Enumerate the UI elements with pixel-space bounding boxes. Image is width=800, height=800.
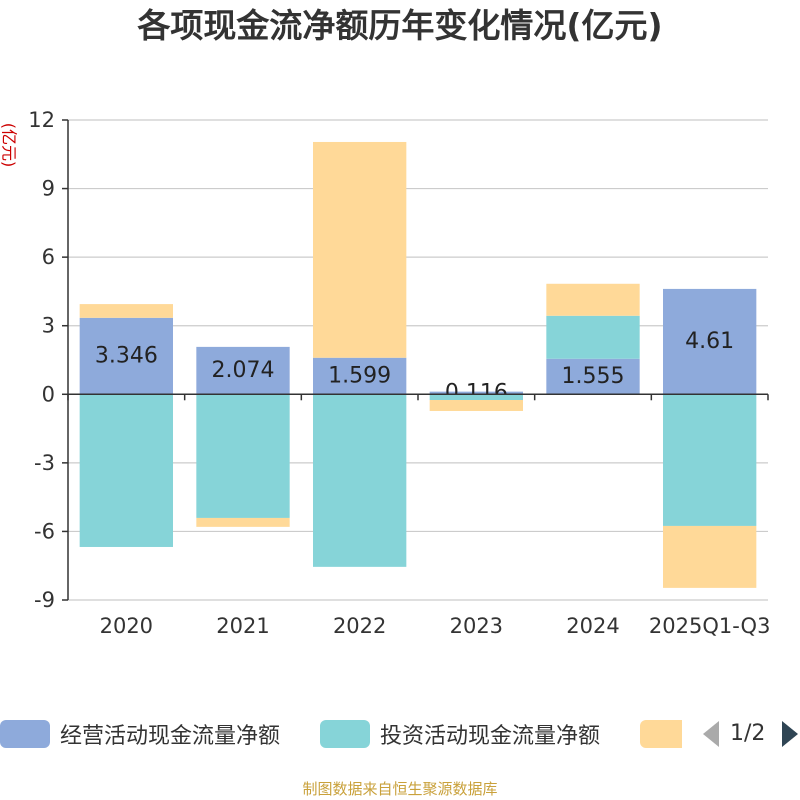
bar-series1-2025Q1-Q3[interactable] bbox=[663, 394, 757, 526]
series-2 bbox=[79, 141, 757, 588]
legend-prev-page-icon[interactable] bbox=[703, 721, 719, 747]
source-footnote: 制图数据来自恒生聚源数据库 bbox=[302, 780, 498, 798]
legend-item-investing-cashflow[interactable]: 投资活动现金流量净额 bbox=[320, 716, 600, 752]
data-label: 1.555 bbox=[562, 364, 625, 389]
bar-series1-2020[interactable] bbox=[79, 394, 173, 547]
bar-series2-2023[interactable] bbox=[429, 400, 523, 411]
data-label: 4.61 bbox=[685, 329, 734, 354]
bar-series2-2024[interactable] bbox=[546, 283, 640, 316]
chart-title: 各项现金流净额历年变化情况(亿元) bbox=[137, 6, 663, 45]
x-tick-label: 2023 bbox=[450, 614, 503, 638]
bar-series2-2021[interactable] bbox=[196, 517, 290, 527]
bar-series1-2022[interactable] bbox=[313, 394, 407, 567]
data-label: 1.599 bbox=[328, 364, 391, 389]
bar-series1-2023[interactable] bbox=[429, 394, 523, 400]
y-tick-label: -6 bbox=[34, 519, 55, 543]
x-tick-label: 2022 bbox=[333, 614, 386, 638]
bar-series0-2024[interactable] bbox=[546, 358, 640, 395]
bar-series0-2022[interactable] bbox=[313, 357, 407, 395]
x-tick-label: 2025Q1-Q3 bbox=[649, 614, 771, 638]
data-label: 3.346 bbox=[95, 344, 158, 369]
x-tick-label: 2020 bbox=[100, 614, 153, 638]
x-tick-label: 2021 bbox=[216, 614, 269, 638]
y-tick-label: -9 bbox=[34, 588, 55, 612]
bar-series2-2022[interactable] bbox=[313, 141, 407, 358]
y-tick-label: -3 bbox=[34, 451, 55, 475]
data-label: 2.074 bbox=[212, 358, 275, 383]
legend-item-third-series[interactable] bbox=[640, 720, 682, 748]
y-axis-title: (亿元) bbox=[0, 123, 19, 168]
y-tick-label: 6 bbox=[42, 245, 55, 269]
bar-series0-2023[interactable] bbox=[429, 391, 523, 395]
bar-series1-2024[interactable] bbox=[546, 315, 640, 359]
legend-swatch-investing bbox=[320, 720, 370, 748]
legend-label-operating: 经营活动现金流量净额 bbox=[60, 724, 281, 749]
legend-swatch-operating bbox=[0, 720, 50, 748]
legend-item-operating-cashflow[interactable]: 经营活动现金流量净额 bbox=[0, 716, 280, 752]
bar-series0-2025Q1-Q3[interactable] bbox=[663, 288, 757, 395]
bar-series2-2025Q1-Q3[interactable] bbox=[663, 525, 757, 588]
x-tick-label: 2024 bbox=[566, 614, 619, 638]
y-tick-label: 12 bbox=[28, 108, 55, 132]
bar-series1-2021[interactable] bbox=[196, 394, 290, 518]
legend-swatch-third bbox=[640, 720, 682, 748]
bar-series0-2021[interactable] bbox=[196, 346, 290, 395]
y-tick-label: 3 bbox=[42, 314, 55, 338]
legend-next-page-icon[interactable] bbox=[782, 721, 798, 747]
bar-series0-2020[interactable] bbox=[79, 317, 173, 395]
legend-label-investing: 投资活动现金流量净额 bbox=[380, 724, 601, 749]
series-1 bbox=[79, 315, 757, 567]
legend-page-indicator: 1/2 bbox=[730, 721, 766, 746]
y-tick-label: 0 bbox=[42, 382, 55, 406]
series-0 bbox=[79, 288, 757, 395]
legend: 经营活动现金流量净额 投资活动现金流量净额 1/2 bbox=[0, 716, 800, 752]
bar-series2-2020[interactable] bbox=[79, 304, 173, 318]
y-tick-label: 9 bbox=[42, 177, 55, 201]
